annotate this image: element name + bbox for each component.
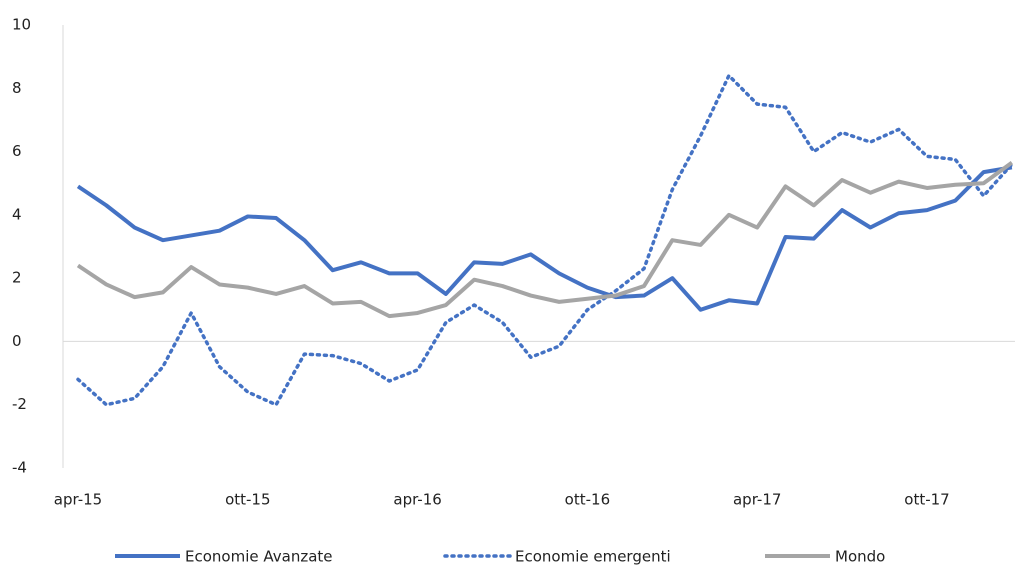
y-tick-label: 2: [12, 269, 22, 287]
legend-label: Economie Avanzate: [185, 548, 333, 566]
y-tick-label: -2: [12, 395, 27, 413]
y-tick-label: 0: [12, 332, 22, 350]
y-tick-label: 6: [12, 142, 22, 160]
x-tick-label: apr-17: [733, 491, 781, 509]
series-line: [76, 73, 1014, 407]
x-tick-label: apr-16: [393, 491, 441, 509]
y-tick-label: 10: [12, 16, 31, 34]
x-tick-label: ott-17: [904, 491, 949, 509]
series-line: [76, 161, 1014, 319]
x-tick-label: ott-16: [565, 491, 610, 509]
legend-label: Mondo: [835, 548, 885, 566]
x-tick-label: apr-15: [54, 491, 102, 509]
series-line: [76, 165, 1013, 312]
legend-label: Economie emergenti: [515, 548, 671, 566]
y-tick-label: 4: [12, 205, 22, 223]
y-tick-label: -4: [12, 459, 27, 477]
y-tick-label: 8: [12, 79, 22, 97]
x-tick-label: ott-15: [225, 491, 270, 509]
